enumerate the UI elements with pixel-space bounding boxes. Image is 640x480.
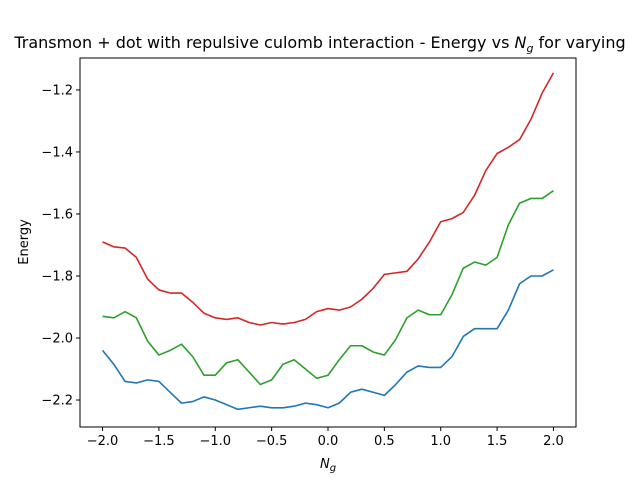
y-tick-label: −1.4 xyxy=(41,145,73,160)
y-tick-label: −1.2 xyxy=(41,83,73,98)
x-axis-label: Ng xyxy=(320,457,336,474)
title-part: g xyxy=(526,42,533,55)
y-axis-label: Energy xyxy=(17,219,32,265)
y-tick-label: −1.8 xyxy=(41,269,73,284)
x-tick-label: −2.0 xyxy=(87,434,119,449)
chart-title: Transmon + dot with repulsive culomb int… xyxy=(13,33,625,55)
plot-frame xyxy=(79,57,577,428)
line-series xyxy=(102,190,554,386)
x-label-part: N xyxy=(320,457,330,472)
x-tick-label: −1.0 xyxy=(199,434,231,449)
title-part: Transmon + dot with repulsive culomb int… xyxy=(13,33,514,52)
y-tick-label: −2.2 xyxy=(41,394,73,409)
x-tick-label: −1.5 xyxy=(143,434,175,449)
line-series xyxy=(102,72,555,326)
x-label-part: g xyxy=(330,463,336,474)
line-series xyxy=(101,269,554,411)
y-tick-label: −1.6 xyxy=(41,207,73,222)
x-tick-label: 0.5 xyxy=(374,434,395,449)
x-tick-label: 1.0 xyxy=(430,434,451,449)
title-part: N xyxy=(514,33,526,52)
x-tick-label: 0.0 xyxy=(318,434,339,449)
x-tick-label: 1.5 xyxy=(487,434,508,449)
x-tick-label: −0.5 xyxy=(256,434,288,449)
x-tick-label: 2.0 xyxy=(543,434,564,449)
title-part: for varying xyxy=(533,33,625,52)
y-tick-label: −2.0 xyxy=(41,332,73,347)
